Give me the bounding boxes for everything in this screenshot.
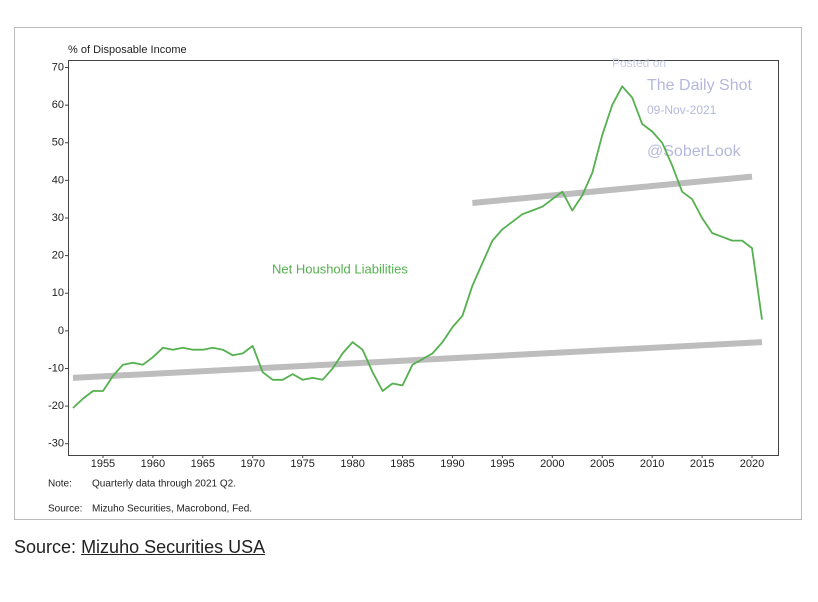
y-tick-label: -30 bbox=[48, 438, 64, 450]
y-tick-label: 30 bbox=[52, 212, 64, 224]
x-tick-label: 2015 bbox=[690, 458, 714, 470]
caption-prefix: Source: bbox=[14, 537, 77, 557]
x-tick-label: 2005 bbox=[590, 458, 614, 470]
y-tick-label: 70 bbox=[52, 61, 64, 73]
x-tick-label: 2010 bbox=[640, 458, 664, 470]
chart-frame bbox=[14, 27, 802, 520]
note-key: Note: bbox=[48, 479, 72, 490]
series-line bbox=[72, 85, 763, 409]
x-tick-label: 1990 bbox=[440, 458, 464, 470]
x-tick-label: 1960 bbox=[141, 458, 165, 470]
x-tick-label: 1995 bbox=[490, 458, 514, 470]
x-tick-label: 1980 bbox=[340, 458, 364, 470]
watermark: Posted on bbox=[612, 56, 666, 70]
x-tick-label: 2020 bbox=[740, 458, 764, 470]
chart: % of Disposable Income Net Houshold Liab… bbox=[14, 27, 802, 520]
caption-link[interactable]: Mizuho Securities USA bbox=[81, 537, 266, 557]
x-tick-label: 1985 bbox=[390, 458, 414, 470]
watermark: 09-Nov-2021 bbox=[647, 103, 717, 117]
trend-line bbox=[72, 339, 763, 381]
y-tick-label: 40 bbox=[52, 174, 64, 186]
x-tick-label: 1975 bbox=[290, 458, 314, 470]
note-key: Source: bbox=[48, 504, 82, 515]
y-tick-label: -20 bbox=[48, 400, 64, 412]
x-tick-label: 2000 bbox=[540, 458, 564, 470]
plot-frame bbox=[68, 60, 779, 456]
x-tick-label: 1955 bbox=[91, 458, 115, 470]
note-text: Mizuho Securities, Macrobond, Fed. bbox=[92, 504, 252, 515]
watermark: The Daily Shot bbox=[647, 77, 752, 94]
watermark: @SoberLook bbox=[647, 143, 742, 160]
caption: Source: Mizuho Securities USA bbox=[14, 537, 265, 558]
y-tick-label: 0 bbox=[58, 325, 64, 337]
y-tick-label: 50 bbox=[52, 137, 64, 149]
x-tick-label: 1965 bbox=[191, 458, 215, 470]
y-tick-label: 20 bbox=[52, 250, 64, 262]
note-text: Quarterly data through 2021 Q2. bbox=[92, 479, 236, 490]
y-tick-label: 10 bbox=[52, 287, 64, 299]
y-axis-label: % of Disposable Income bbox=[68, 44, 187, 56]
trend-line bbox=[472, 173, 753, 206]
annotation: Net Houshold Liabilities bbox=[272, 261, 408, 276]
x-tick-label: 1970 bbox=[240, 458, 264, 470]
y-tick-label: -10 bbox=[48, 362, 64, 374]
y-tick-label: 60 bbox=[52, 99, 64, 111]
